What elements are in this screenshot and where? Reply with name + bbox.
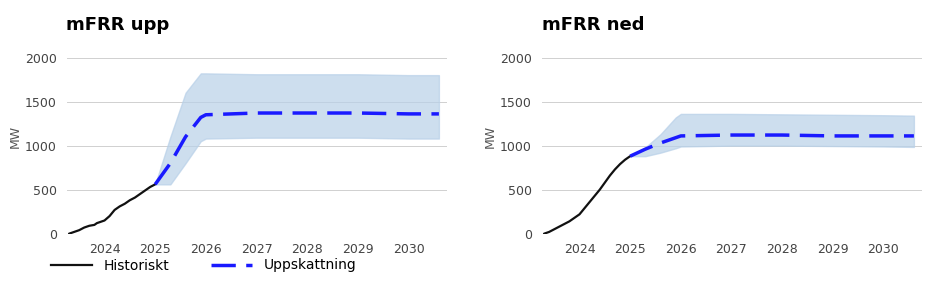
Text: mFRR upp: mFRR upp (66, 16, 170, 34)
Text: mFRR ned: mFRR ned (542, 16, 644, 34)
Y-axis label: MW: MW (484, 125, 497, 148)
Y-axis label: MW: MW (10, 125, 22, 148)
Legend: Historiskt, Uppskattning: Historiskt, Uppskattning (45, 253, 362, 278)
